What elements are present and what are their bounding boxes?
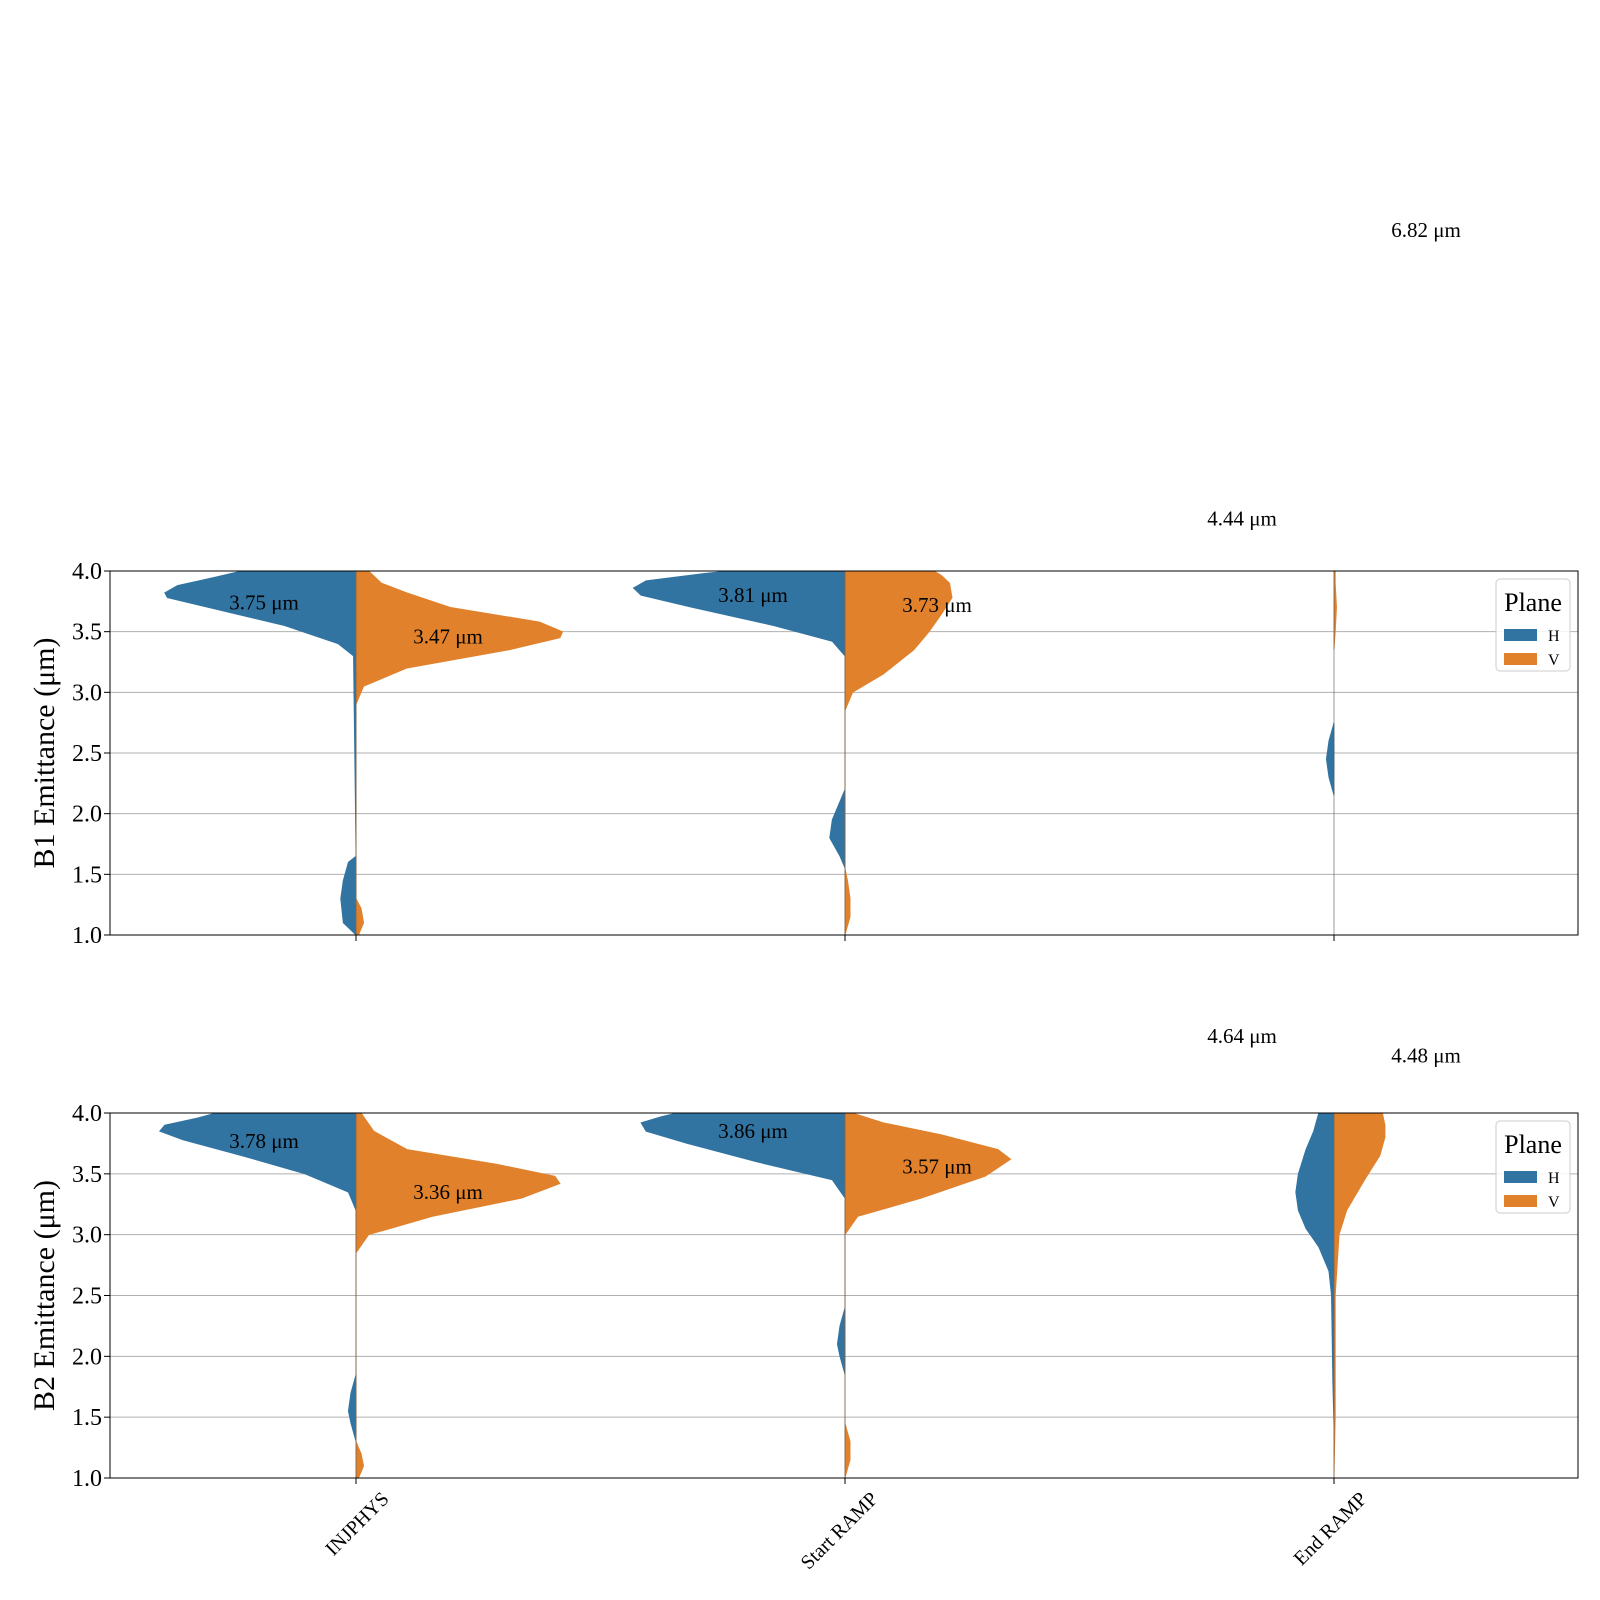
violin-v-2 bbox=[844, 571, 953, 935]
x-tick-label: End RAMP bbox=[1290, 1488, 1372, 1570]
violin-v-1 bbox=[355, 1113, 561, 1478]
y-tick-label: 2.0 bbox=[72, 802, 102, 828]
legend-swatch-h bbox=[1504, 1171, 1537, 1183]
y-tick-label: 3.0 bbox=[72, 1223, 102, 1249]
legend-box bbox=[1495, 1120, 1571, 1214]
y-axis-label: B2 Emittance (μm) bbox=[28, 1180, 61, 1411]
y-axis-label: B1 Emittance (μm) bbox=[28, 637, 61, 868]
violins bbox=[158, 1113, 1386, 1478]
violin-v-3 bbox=[1333, 571, 1337, 650]
violin-h-3 bbox=[1295, 1113, 1335, 1430]
violin-h-3 bbox=[1325, 722, 1335, 796]
median-label-v-2: 3.73 μm bbox=[902, 593, 972, 617]
legend-entry-h: H bbox=[1548, 1170, 1560, 1187]
legend-box bbox=[1495, 578, 1571, 672]
violin-h-1 bbox=[164, 571, 357, 935]
median-label-h-1: 3.75 μm bbox=[229, 590, 299, 614]
y-tick-label: 1.5 bbox=[72, 862, 102, 888]
y-tick-label: 3.0 bbox=[72, 680, 102, 706]
violin-v-2 bbox=[844, 1113, 1012, 1478]
legend-entry-v: V bbox=[1548, 652, 1560, 669]
median-label-h-1: 3.78 μm bbox=[229, 1129, 299, 1153]
violin-v-1 bbox=[355, 571, 564, 935]
y-tick-label: 1.0 bbox=[72, 923, 102, 949]
y-tick-label: 1.0 bbox=[72, 1466, 102, 1492]
legend-title: Plane bbox=[1504, 1130, 1562, 1159]
y-tick-label: 3.5 bbox=[72, 1162, 102, 1188]
x-tick-label: Start RAMP bbox=[797, 1488, 883, 1574]
violin-h-2 bbox=[640, 1113, 846, 1375]
median-label-h-3: 4.64 μm bbox=[1207, 1024, 1277, 1048]
legend: Plane HV bbox=[1495, 578, 1571, 672]
y-tick-label: 4.0 bbox=[72, 559, 102, 585]
legend-entry-h: H bbox=[1548, 628, 1560, 645]
median-label-v-3: 6.82 μm bbox=[1391, 218, 1461, 242]
median-label-v-2: 3.57 μm bbox=[902, 1154, 972, 1178]
legend-swatch-v bbox=[1504, 653, 1537, 665]
median-label-v-1: 3.36 μm bbox=[413, 1180, 483, 1204]
violins bbox=[164, 571, 1337, 935]
y-tick-label: 3.5 bbox=[72, 620, 102, 646]
y-tick-label: 2.5 bbox=[72, 1284, 102, 1310]
median-label-v-3: 4.48 μm bbox=[1391, 1044, 1461, 1068]
y-tick-label: 1.5 bbox=[72, 1405, 102, 1431]
x-tick-label: INJPHYS bbox=[321, 1488, 393, 1560]
y-tick-label: 4.0 bbox=[72, 1101, 102, 1127]
median-label-h-2: 3.81 μm bbox=[718, 583, 788, 607]
legend: Plane HV bbox=[1495, 1120, 1571, 1214]
legend-swatch-v bbox=[1504, 1195, 1537, 1207]
violin-h-2 bbox=[632, 571, 846, 869]
y-tick-label: 2.0 bbox=[72, 1344, 102, 1370]
y-tick-label: 2.5 bbox=[72, 741, 102, 767]
legend-title: Plane bbox=[1504, 588, 1562, 617]
median-label-v-1: 3.47 μm bbox=[413, 624, 483, 648]
panel-1: 1.0 1.5 2.0 2.5 3.0 3.5 4.0 B1 Emittance (μm) 3.… bbox=[28, 218, 1579, 949]
median-label-h-3: 4.44 μm bbox=[1207, 507, 1277, 531]
median-label-h-2: 3.86 μm bbox=[718, 1119, 788, 1143]
legend-entry-v: V bbox=[1548, 1194, 1560, 1211]
violin-v-3 bbox=[1333, 1113, 1386, 1478]
panel-2: 1.0 1.5 2.0 2.5 3.0 3.5 4.0 B2 Emittance (μm) 3.… bbox=[28, 1024, 1579, 1574]
legend-swatch-h bbox=[1504, 629, 1537, 641]
violin-h-1 bbox=[158, 1113, 357, 1442]
